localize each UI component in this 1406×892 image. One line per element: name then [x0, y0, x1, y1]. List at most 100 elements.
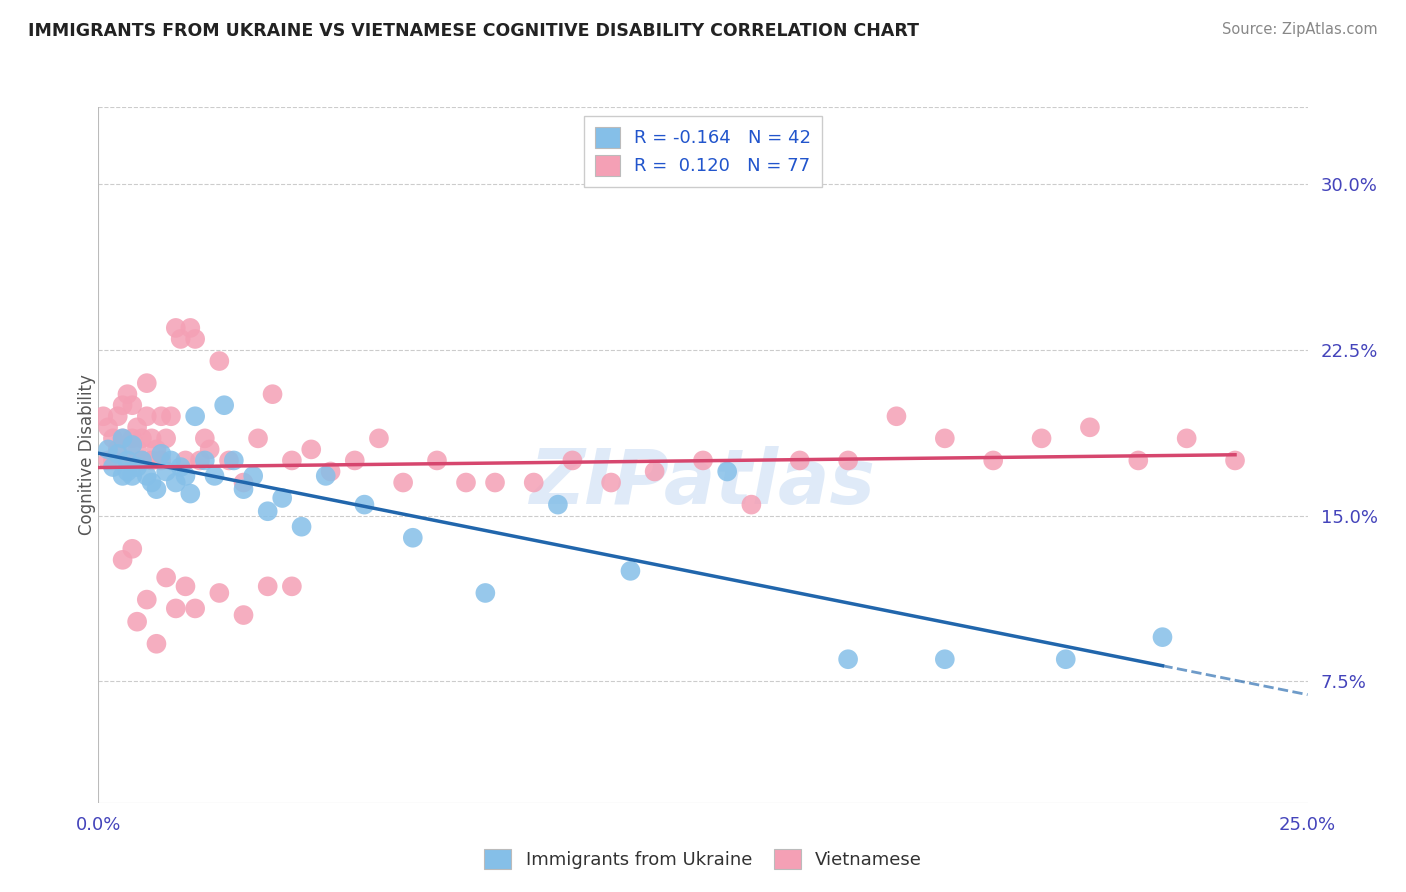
Point	[837, 652, 859, 666]
Point	[97, 420, 120, 434]
Point	[121, 438, 143, 452]
Point	[281, 453, 304, 467]
Point	[547, 498, 569, 512]
Point	[644, 465, 666, 479]
Point	[198, 442, 221, 457]
Point	[179, 486, 201, 500]
Point	[107, 447, 129, 461]
Point	[91, 409, 114, 424]
Point	[160, 453, 183, 467]
Point	[131, 453, 153, 467]
Point	[247, 431, 270, 445]
Point	[262, 387, 284, 401]
Point	[121, 469, 143, 483]
Point	[165, 321, 187, 335]
Point	[101, 431, 124, 445]
Point	[1152, 630, 1174, 644]
Point	[232, 475, 254, 490]
Point	[97, 453, 120, 467]
Point	[474, 586, 496, 600]
Point	[454, 475, 477, 490]
Point	[837, 453, 859, 467]
Point	[600, 475, 623, 490]
Point	[131, 453, 153, 467]
Point	[716, 465, 738, 479]
Point	[117, 453, 139, 467]
Point	[299, 442, 322, 457]
Point	[1054, 652, 1077, 666]
Text: IMMIGRANTS FROM UKRAINE VS VIETNAMESE COGNITIVE DISABILITY CORRELATION CHART: IMMIGRANTS FROM UKRAINE VS VIETNAMESE CO…	[28, 22, 920, 40]
Point	[886, 409, 908, 424]
Point	[740, 498, 762, 512]
Point	[271, 491, 294, 505]
Point	[169, 460, 191, 475]
Point	[131, 431, 153, 445]
Point	[127, 442, 149, 457]
Point	[523, 475, 546, 490]
Point	[315, 469, 337, 483]
Point	[184, 601, 207, 615]
Point	[127, 460, 149, 475]
Point	[619, 564, 641, 578]
Point	[111, 398, 134, 412]
Point	[561, 453, 583, 467]
Point	[150, 453, 173, 467]
Point	[368, 431, 391, 445]
Legend: R = -0.164   N = 42, R =  0.120   N = 77: R = -0.164 N = 42, R = 0.120 N = 77	[583, 116, 823, 186]
Point	[692, 453, 714, 467]
Point	[208, 354, 231, 368]
Point	[343, 453, 366, 467]
Point	[1031, 431, 1053, 445]
Point	[117, 387, 139, 401]
Point	[141, 475, 163, 490]
Point	[127, 420, 149, 434]
Point	[184, 409, 207, 424]
Point	[184, 332, 207, 346]
Point	[353, 498, 375, 512]
Point	[121, 431, 143, 445]
Point	[141, 453, 163, 467]
Point	[242, 469, 264, 483]
Point	[256, 579, 278, 593]
Point	[194, 453, 217, 467]
Point	[117, 465, 139, 479]
Point	[484, 475, 506, 490]
Point	[111, 431, 134, 445]
Point	[101, 453, 124, 467]
Point	[121, 541, 143, 556]
Point	[290, 519, 312, 533]
Point	[111, 469, 134, 483]
Point	[1175, 431, 1198, 445]
Point	[111, 553, 134, 567]
Point	[208, 586, 231, 600]
Point	[145, 637, 167, 651]
Y-axis label: Cognitive Disability: Cognitive Disability	[79, 375, 96, 535]
Point	[188, 453, 211, 467]
Point	[319, 465, 342, 479]
Point	[121, 398, 143, 412]
Point	[141, 431, 163, 445]
Point	[117, 453, 139, 467]
Point	[155, 570, 177, 584]
Point	[135, 376, 157, 391]
Point	[127, 615, 149, 629]
Point	[204, 469, 226, 483]
Point	[934, 431, 956, 445]
Point	[174, 579, 197, 593]
Point	[145, 442, 167, 457]
Text: ZIPatlas: ZIPatlas	[530, 446, 876, 520]
Point	[232, 482, 254, 496]
Point	[155, 431, 177, 445]
Point	[145, 482, 167, 496]
Legend: Immigrants from Ukraine, Vietnamese: Immigrants from Ukraine, Vietnamese	[475, 839, 931, 879]
Point	[160, 409, 183, 424]
Point	[194, 431, 217, 445]
Point	[212, 398, 235, 412]
Point	[402, 531, 425, 545]
Point	[165, 475, 187, 490]
Point	[174, 469, 197, 483]
Point	[981, 453, 1004, 467]
Point	[107, 442, 129, 457]
Point	[101, 460, 124, 475]
Point	[150, 447, 173, 461]
